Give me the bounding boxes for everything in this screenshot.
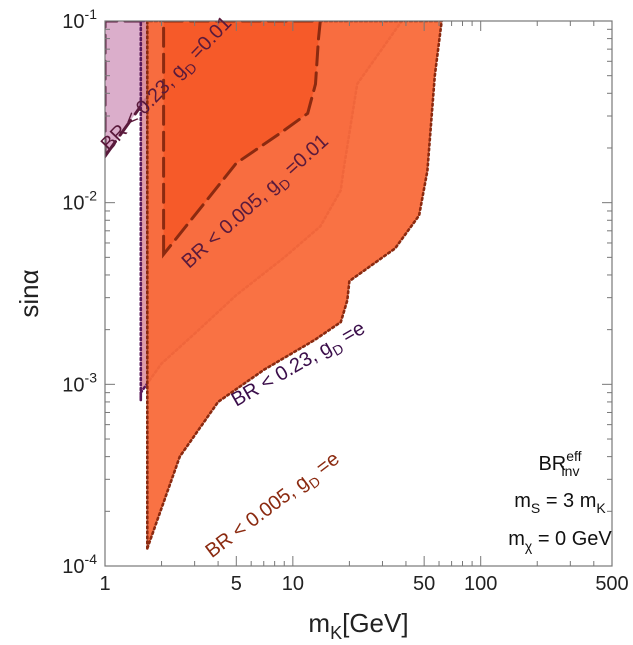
y-tick-label: 10-1: [62, 6, 97, 33]
plot-frame: [104, 20, 613, 567]
boundary-series-2: [146, 21, 444, 549]
x-axis-label: mK[GeV]: [308, 608, 408, 643]
y-tick-label: 10-2: [62, 188, 97, 215]
y-tick-label: 10-3: [62, 369, 97, 396]
x-tick-label: 1: [99, 573, 110, 595]
x-tick-label: 10: [282, 573, 304, 595]
annotation-line-2: mχ = 0 GeV: [508, 528, 612, 554]
plot-areas: [105, 21, 444, 549]
axis-ticks: 1 5 10 50 100 500 10-1 10-2 10-3 10-4: [62, 6, 628, 595]
x-tick-label: 500: [595, 573, 628, 595]
annotation-box: BReff inv mS = 3 mK mχ = 0 GeV: [508, 448, 612, 554]
y-tick-label: 10-4: [62, 551, 97, 578]
annotation-line-1: mS = 3 mK: [514, 490, 606, 516]
annotation-line-0: BReff inv: [538, 448, 581, 479]
area-series-0: [105, 21, 208, 157]
boundary-series-3: [162, 21, 322, 259]
curve-label-3: BR < 0.005, gD =e: [202, 448, 347, 566]
y-axis-label: sinα: [14, 269, 44, 317]
x-tick-label: 100: [464, 573, 497, 595]
area-series-3: [163, 21, 321, 255]
x-tick-label: 50: [413, 573, 435, 595]
x-tick-label: 5: [231, 573, 242, 595]
